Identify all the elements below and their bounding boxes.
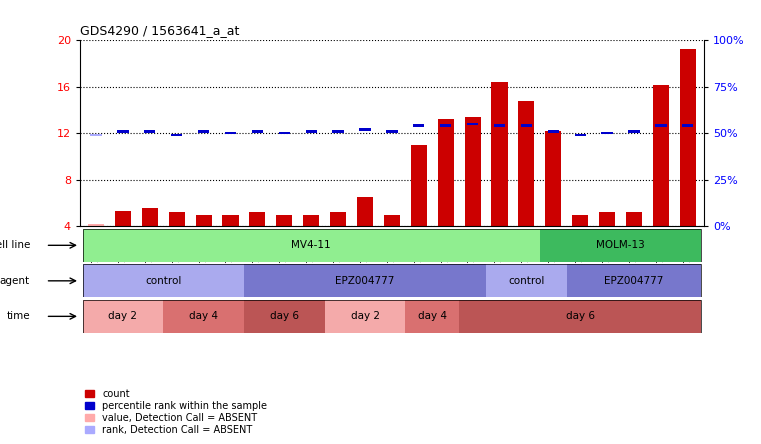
Bar <box>222 215 239 226</box>
Text: EPZ004777: EPZ004777 <box>604 276 664 286</box>
Bar <box>572 215 588 226</box>
Bar <box>464 117 481 226</box>
Bar <box>682 124 693 127</box>
Bar <box>655 124 667 127</box>
Bar <box>117 130 129 133</box>
Text: GDS4290 / 1563641_a_at: GDS4290 / 1563641_a_at <box>80 24 239 37</box>
Bar <box>359 128 371 131</box>
Bar <box>486 264 567 297</box>
Text: day 2: day 2 <box>351 311 380 321</box>
Bar <box>575 134 586 136</box>
Bar <box>492 82 508 226</box>
Bar <box>518 101 534 226</box>
Bar <box>250 213 266 226</box>
Bar <box>387 130 397 133</box>
Bar <box>252 130 263 133</box>
Bar <box>303 215 320 226</box>
Bar <box>330 213 346 226</box>
Bar <box>88 224 104 226</box>
Bar <box>276 215 292 226</box>
Bar <box>567 264 701 297</box>
Bar <box>545 131 562 226</box>
Bar <box>279 132 290 135</box>
Bar <box>333 130 344 133</box>
Bar <box>413 124 425 127</box>
Bar <box>144 130 155 133</box>
Bar <box>198 130 209 133</box>
Bar <box>306 130 317 133</box>
Text: EPZ004777: EPZ004777 <box>336 276 395 286</box>
Bar <box>244 264 486 297</box>
Bar <box>653 85 669 226</box>
Bar <box>169 213 185 226</box>
Bar <box>629 130 640 133</box>
Bar <box>411 145 427 226</box>
Bar <box>171 134 183 136</box>
Bar <box>83 264 244 297</box>
Text: cell line: cell line <box>0 240 30 250</box>
Bar <box>548 130 559 133</box>
Legend: count, percentile rank within the sample, value, Detection Call = ABSENT, rank, : count, percentile rank within the sample… <box>84 389 267 435</box>
Text: day 6: day 6 <box>270 311 299 321</box>
Bar <box>599 213 615 226</box>
Bar <box>115 211 131 226</box>
Bar <box>196 215 212 226</box>
Bar <box>521 124 532 127</box>
Bar <box>626 213 642 226</box>
Text: MV4-11: MV4-11 <box>291 240 331 250</box>
Bar <box>384 215 400 226</box>
Text: day 2: day 2 <box>108 311 138 321</box>
Bar <box>91 134 102 136</box>
Bar <box>357 197 373 226</box>
Bar <box>164 300 244 333</box>
Text: day 4: day 4 <box>418 311 447 321</box>
Bar <box>244 300 325 333</box>
Bar <box>225 132 236 135</box>
Bar <box>467 123 478 125</box>
Bar <box>83 300 164 333</box>
Bar <box>406 300 459 333</box>
Text: agent: agent <box>0 276 30 286</box>
Bar <box>459 300 701 333</box>
Bar <box>438 119 454 226</box>
Bar <box>601 132 613 135</box>
Text: MOLM-13: MOLM-13 <box>596 240 645 250</box>
Bar <box>325 300 406 333</box>
Bar <box>440 124 451 127</box>
Text: control: control <box>508 276 545 286</box>
Bar <box>494 124 505 127</box>
Text: control: control <box>145 276 181 286</box>
Text: time: time <box>6 311 30 321</box>
Bar <box>142 208 158 226</box>
Bar <box>680 49 696 226</box>
Bar <box>540 229 701 262</box>
Text: day 6: day 6 <box>565 311 594 321</box>
Text: day 4: day 4 <box>189 311 218 321</box>
Bar <box>83 229 540 262</box>
